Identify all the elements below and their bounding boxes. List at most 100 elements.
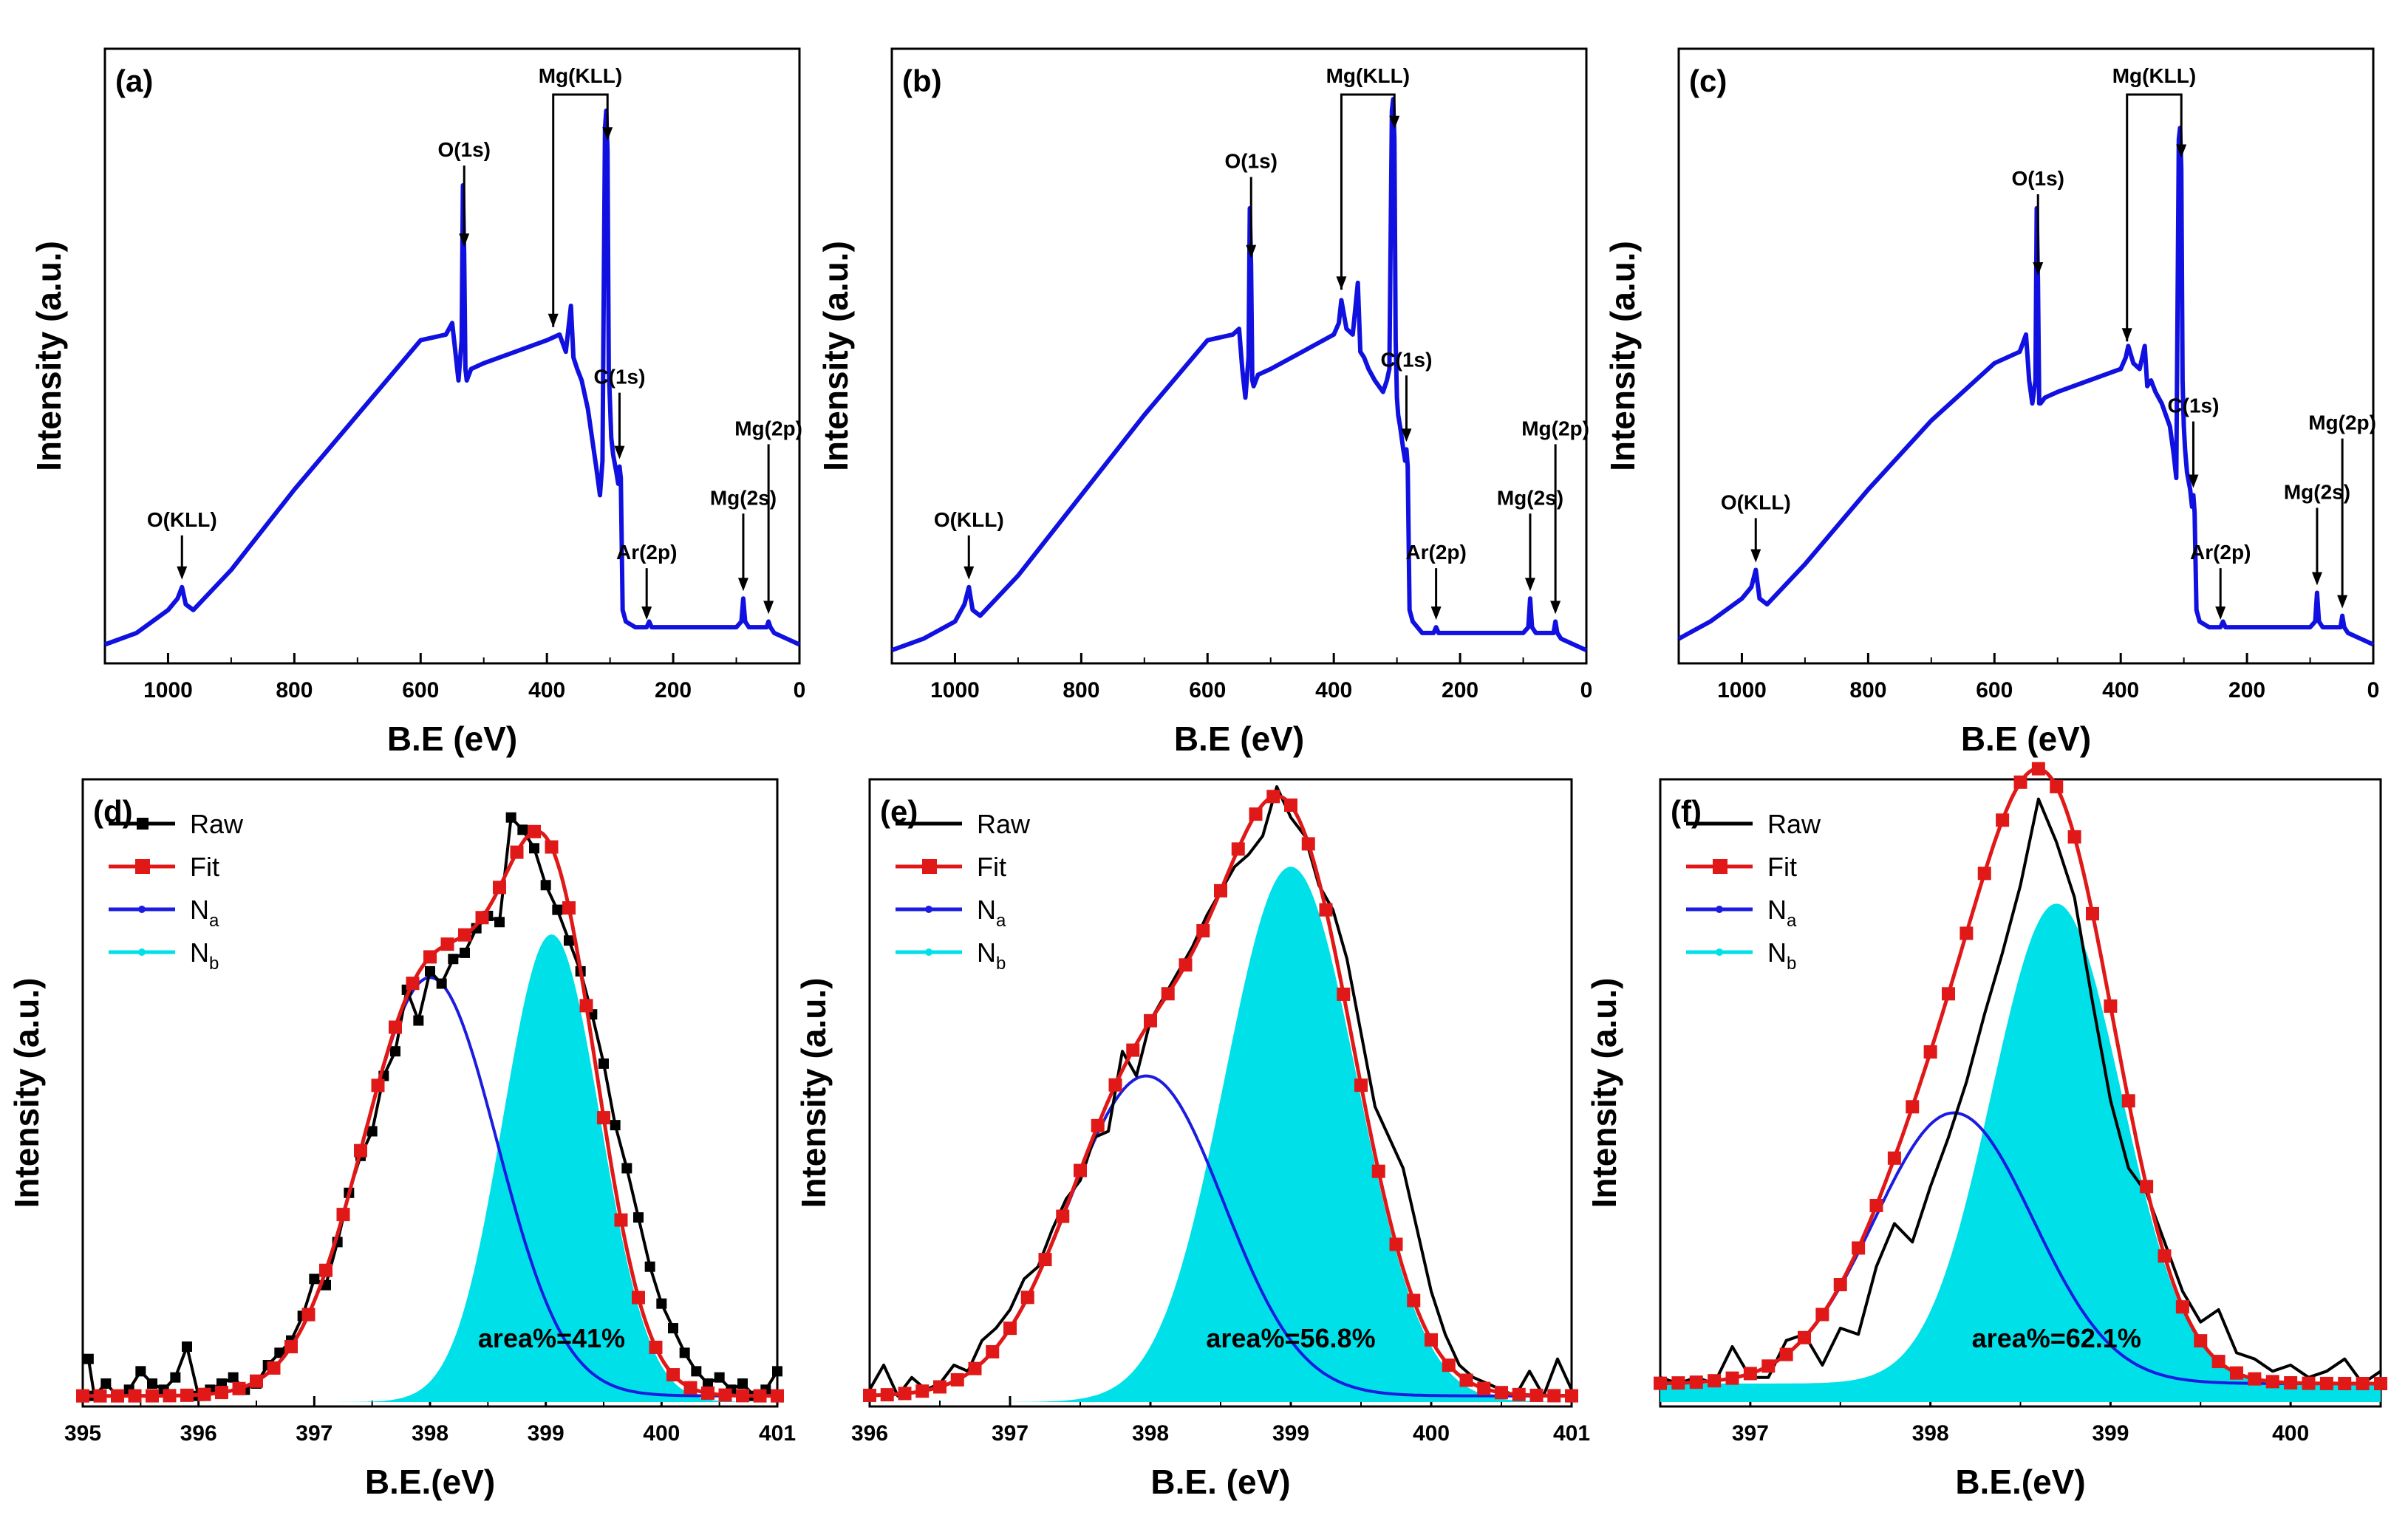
fit-marker: [1301, 837, 1315, 851]
fit-marker: [2302, 1376, 2316, 1390]
y-axis-title: Intensity (a.u.): [816, 241, 855, 471]
fit-marker: [301, 1307, 316, 1322]
fit-marker: [76, 1389, 89, 1403]
annotation-label: Ar(2p): [1405, 541, 1466, 564]
fit-marker: [1743, 1367, 1757, 1381]
legend-swatch-marker: [1713, 859, 1727, 874]
x-tick-label: 395: [64, 1421, 101, 1446]
fit-marker: [683, 1381, 697, 1395]
fit-marker: [423, 950, 437, 964]
fit-marker: [475, 911, 489, 925]
fit-marker: [2230, 1366, 2243, 1380]
survey-spectrum-line: [1677, 126, 2375, 647]
x-tick-label: 600: [402, 678, 439, 702]
raw-data-marker: [425, 965, 435, 977]
annotation-bracket: [2126, 93, 2183, 342]
fit-marker: [1020, 1290, 1034, 1305]
fit-marker: [1477, 1381, 1491, 1395]
fit-marker: [562, 901, 576, 915]
x-tick-label: 398: [1132, 1421, 1169, 1446]
legend-label: Fit: [190, 852, 219, 882]
legend-label-text: Raw: [977, 809, 1031, 839]
x-axis-title: B.E.(eV): [1955, 1463, 2085, 1501]
legend-label: Raw: [190, 809, 244, 839]
fit-marker: [180, 1388, 194, 1402]
fit-marker: [2211, 1355, 2225, 1369]
fit-marker: [128, 1389, 142, 1403]
legend-label-text: N: [190, 937, 209, 968]
x-tick-label: 399: [528, 1421, 565, 1446]
x-tick-label: 396: [851, 1421, 888, 1446]
panel-label: (b): [902, 64, 942, 98]
fit-marker: [1689, 1375, 1703, 1389]
legend-swatch-marker: [138, 948, 146, 956]
annotation-arrow-head: [1750, 549, 1761, 563]
annotation-bracket: [1340, 93, 1396, 290]
x-tick-label: 0: [1580, 678, 1593, 702]
raw-data-marker: [737, 1378, 748, 1389]
legend-label-text: N: [1767, 895, 1787, 925]
fit-marker: [968, 1361, 982, 1375]
legend-label-text: N: [977, 895, 996, 925]
x-tick-label: 400: [2272, 1421, 2309, 1446]
fit-marker: [2338, 1376, 2352, 1390]
x-axis-title: B.E. (eV): [1150, 1463, 1290, 1501]
fit-marker: [2086, 906, 2099, 920]
raw-data-marker: [274, 1347, 285, 1358]
fit-marker: [1708, 1374, 1722, 1388]
legend-label: Na: [1767, 895, 1797, 931]
x-tick-label: 400: [643, 1421, 680, 1446]
annotation-label: C(1s): [1380, 348, 1432, 371]
fit-marker: [1852, 1241, 1866, 1255]
x-tick-label: 800: [276, 678, 313, 702]
legend-label: Fit: [977, 852, 1006, 882]
annotation-arrow-head: [614, 445, 625, 459]
fit-marker: [2158, 1249, 2172, 1263]
fit-marker: [458, 928, 471, 942]
legend-label: Nb: [977, 937, 1006, 974]
fit-marker: [2067, 830, 2081, 844]
annotation-label: O(KLL): [934, 508, 1004, 531]
raw-data-marker: [147, 1378, 157, 1389]
x-axis-title: B.E (eV): [1174, 719, 1304, 758]
fit-marker: [1074, 1163, 1087, 1177]
fit-marker: [579, 999, 593, 1013]
legend-swatch-marker: [137, 818, 149, 830]
annotation-arrow-head: [641, 606, 652, 621]
fit-marker: [1196, 924, 1210, 938]
raw-data-marker: [668, 1323, 678, 1334]
fit-marker: [1671, 1376, 1685, 1390]
y-axis-title: Intensity (a.u.): [30, 241, 68, 471]
fit-marker: [389, 1020, 402, 1034]
raw-data-marker: [309, 1274, 320, 1285]
legend-label-text: Raw: [1767, 809, 1821, 839]
legend-label-subscript: b: [209, 954, 219, 974]
fit-marker: [1144, 1013, 1157, 1028]
fit-marker: [2284, 1376, 2298, 1390]
fit-marker: [2050, 779, 2064, 793]
fit-marker: [1779, 1347, 1793, 1361]
x-tick-label: 1000: [143, 678, 193, 702]
x-tick-label: 397: [296, 1421, 332, 1446]
annotation-label: Mg(KLL): [539, 64, 623, 87]
raw-data-marker: [413, 1015, 424, 1026]
fit-marker: [2265, 1375, 2279, 1389]
legend-label-text: Fit: [190, 852, 219, 882]
plot-frame: [103, 47, 801, 665]
fit-marker: [1284, 798, 1297, 812]
fit-marker: [545, 840, 559, 854]
raw-data-marker: [505, 812, 516, 823]
panel-label: (c): [1689, 64, 1727, 98]
annotation-label: Mg(2s): [710, 486, 777, 509]
x-tick-label: 398: [412, 1421, 448, 1446]
x-axis-title: B.E (eV): [387, 719, 517, 758]
raw-data-marker: [390, 1046, 400, 1057]
fit-marker: [1869, 1198, 1883, 1212]
fit-marker: [915, 1384, 930, 1398]
fit-marker: [2356, 1377, 2370, 1390]
raw-data-marker: [135, 1366, 146, 1377]
legend-label-text: N: [190, 895, 209, 925]
legend-swatch-marker: [925, 906, 932, 913]
fit-marker: [1337, 987, 1351, 1001]
